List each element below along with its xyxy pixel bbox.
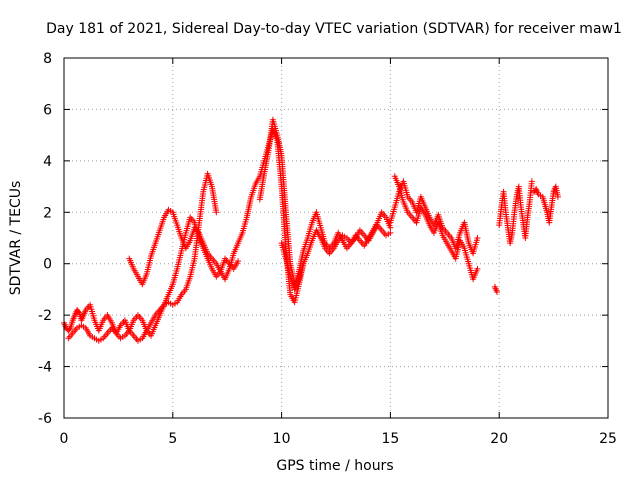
data-point [494,289,501,295]
y-tick-label: 0 [43,257,52,273]
x-tick-label: 15 [381,431,399,447]
y-tick-label: -2 [38,308,52,324]
data-point [474,265,481,272]
data-track-track-a [61,170,220,344]
data-point [66,326,73,333]
grid-lines [64,58,608,418]
data-track-track-h [491,283,501,295]
data-point [235,258,242,265]
data-track-track-e [278,222,394,293]
data-track-track-f [387,178,481,257]
x-tick-label: 20 [490,431,508,447]
data-point [387,224,394,231]
y-tick-label: 6 [43,102,52,118]
x-tick-label: 25 [599,431,617,447]
data-points [61,116,561,344]
data-point [528,178,535,185]
data-point [213,209,220,216]
data-track-track-j [531,183,561,226]
data-point [554,193,561,200]
y-tick-label: 4 [43,154,52,170]
chart-title: Day 181 of 2021, Sidereal Day-to-day VTE… [46,21,622,37]
y-tick-label: 8 [43,51,52,67]
y-axis-label: SDTVAR / TECUs [8,181,24,296]
y-tick-label: -4 [38,360,52,376]
y-tick-label: -6 [38,411,52,427]
data-track-track-i [496,178,535,247]
data-point [387,229,394,236]
data-track-track-b [65,214,242,344]
x-axis-label: GPS time / hours [276,458,393,474]
data-point [75,308,82,315]
axis-ticks: 0 5 10 15 20 25 -6 -4 -2 0 2 4 6 8 [38,51,617,447]
y-tick-label: 2 [43,205,52,221]
plot-frame [63,57,609,419]
x-tick-label: 10 [273,431,291,447]
data-track-track-g [391,173,481,283]
x-tick-label: 5 [168,431,177,447]
x-tick-label: 0 [60,431,69,447]
data-point [474,235,481,241]
